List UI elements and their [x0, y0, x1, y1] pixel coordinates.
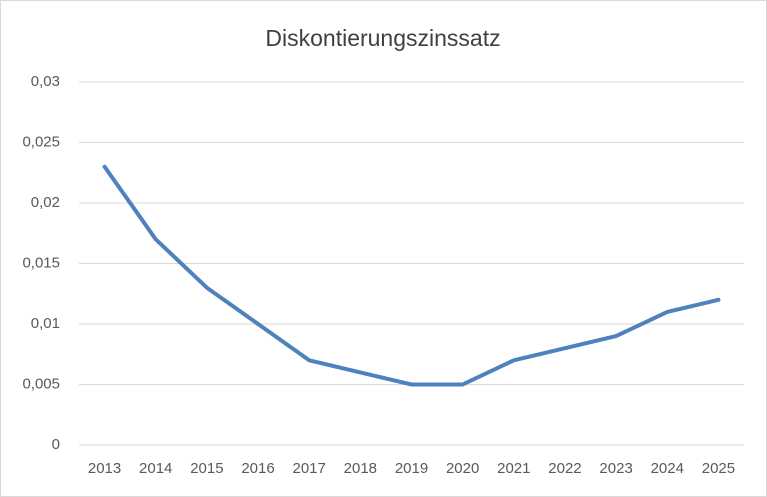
x-tick-label: 2015	[190, 460, 223, 477]
x-tick-label: 2025	[702, 460, 735, 477]
y-tick-label: 0,015	[22, 254, 60, 271]
x-tick-label: 2021	[497, 460, 530, 477]
y-tick-label: 0,02	[31, 194, 60, 211]
x-tick-label: 2022	[548, 460, 581, 477]
y-tick-label: 0,01	[31, 315, 60, 332]
x-tick-label: 2014	[139, 460, 172, 477]
x-tick-label: 2019	[395, 460, 428, 477]
x-tick-label: 2020	[446, 460, 479, 477]
x-tick-label: 2017	[293, 460, 326, 477]
x-tick-label: 2023	[599, 460, 632, 477]
data-line	[102, 164, 721, 387]
y-tick-label: 0,005	[22, 375, 60, 392]
x-tick-label: 2018	[344, 460, 377, 477]
y-tick-label: 0	[52, 436, 60, 453]
x-tick-label: 2016	[241, 460, 274, 477]
y-tick-label: 0,03	[31, 73, 60, 90]
chart-title: Diskontierungszinssatz	[265, 25, 500, 51]
x-tick-label: 2013	[88, 460, 121, 477]
x-tick-label: 2024	[651, 460, 684, 477]
y-tick-label: 0,025	[22, 133, 60, 150]
